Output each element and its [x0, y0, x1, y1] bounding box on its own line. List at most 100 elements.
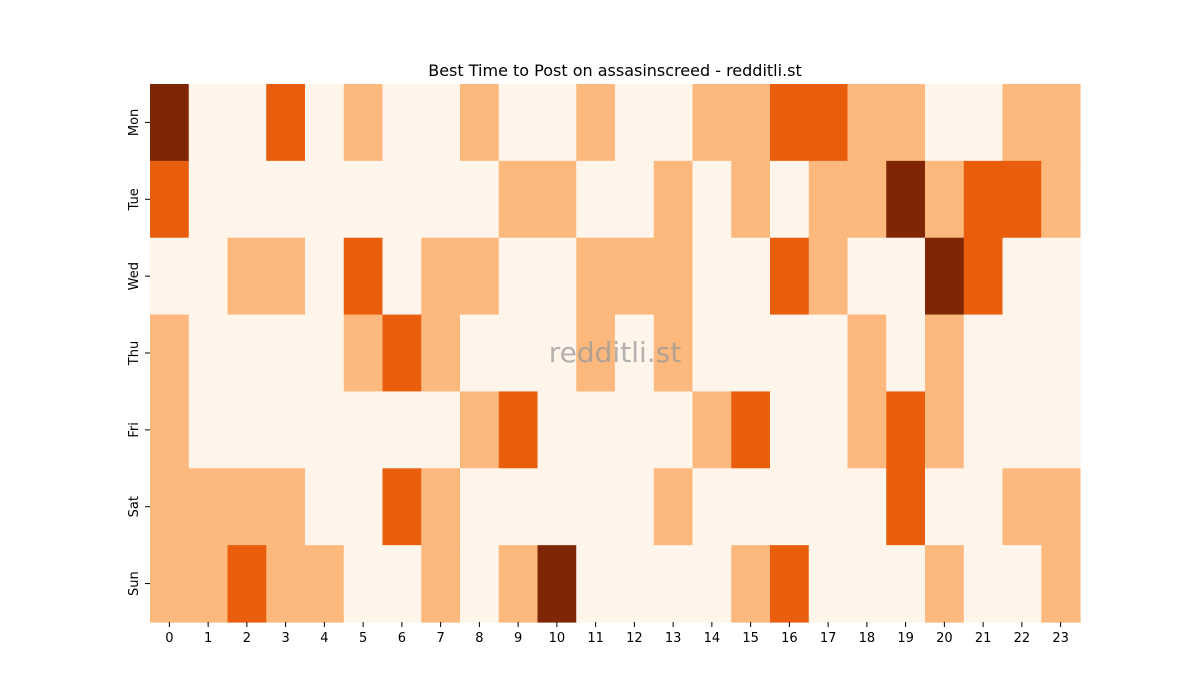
heatmap-cell-tue-19 [886, 160, 926, 239]
heatmap-cell-fri-5 [343, 391, 384, 469]
heatmap-cell-wed-2 [227, 237, 267, 316]
heatmap-cell-tue-17 [808, 160, 849, 239]
heatmap-cell-sun-13 [653, 545, 694, 623]
heatmap-cell-fri-8 [460, 391, 500, 469]
heatmap-cell-sun-6 [382, 545, 422, 623]
heatmap-cell-sun-8 [460, 545, 500, 623]
heatmap-cell-mon-6 [382, 84, 422, 162]
heatmap-cell-fri-12 [615, 391, 655, 469]
x-tick-label: 0 [165, 631, 173, 646]
x-tick-label: 18 [859, 631, 876, 646]
heatmap-cell-thu-11 [576, 314, 616, 393]
x-tick-label: 17 [820, 631, 837, 646]
heatmap-cell-wed-21 [963, 237, 1004, 316]
heatmap-cell-fri-13 [653, 391, 694, 469]
heatmap-cell-tue-8 [460, 160, 500, 239]
x-tick-label: 15 [742, 631, 759, 646]
heatmap-cell-sun-23 [1041, 545, 1081, 623]
x-tick-label: 2 [243, 631, 251, 646]
heatmap-cell-fri-0 [150, 391, 190, 469]
heatmap-cell-mon-0 [150, 84, 190, 162]
heatmap-cell-fri-19 [886, 391, 926, 469]
heatmap-cell-thu-16 [770, 314, 810, 393]
heatmap-cell-tue-15 [731, 160, 771, 239]
heatmap-cell-mon-20 [925, 84, 965, 162]
heatmap-cell-fri-3 [266, 391, 306, 469]
heatmap-cell-fri-22 [1002, 391, 1042, 469]
heatmap-cell-tue-22 [1002, 160, 1042, 239]
heatmap-cell-thu-15 [731, 314, 771, 393]
heatmap-cell-sat-4 [305, 468, 345, 546]
heatmap-cell-tue-4 [305, 160, 345, 239]
heatmap-cell-sun-7 [421, 545, 461, 623]
heatmap-cell-mon-12 [615, 84, 655, 162]
heatmap-cell-sat-20 [925, 468, 965, 546]
heatmap-cell-wed-14 [692, 237, 732, 316]
heatmap-cell-mon-4 [305, 84, 345, 162]
heatmap-cell-sun-10 [537, 545, 577, 623]
heatmap-cell-mon-15 [731, 84, 771, 162]
heatmap-cell-thu-8 [460, 314, 500, 393]
heatmap-cell-sun-0 [150, 545, 190, 623]
heatmap-cell-sat-1 [188, 468, 229, 546]
heatmap-cell-fri-16 [770, 391, 810, 469]
heatmap-cell-wed-4 [305, 237, 345, 316]
x-tick-label: 19 [897, 631, 914, 646]
heatmap-cell-wed-5 [343, 237, 384, 316]
heatmap-cell-sun-22 [1002, 545, 1042, 623]
heatmap-cell-tue-12 [615, 160, 655, 239]
heatmap-cell-sat-19 [886, 468, 926, 546]
x-tick-label: 5 [359, 631, 367, 646]
heatmap-cell-thu-5 [343, 314, 384, 393]
heatmap-cell-thu-9 [498, 314, 539, 393]
x-tick-label: 3 [281, 631, 289, 646]
heatmap-cell-fri-9 [498, 391, 539, 469]
x-tick-label: 6 [398, 631, 406, 646]
heatmap-cell-fri-2 [227, 391, 267, 469]
x-tick-label: 23 [1052, 631, 1069, 646]
heatmap-cell-sat-2 [227, 468, 267, 546]
heatmap-cell-sun-9 [498, 545, 539, 623]
y-tick-label: Fri [127, 422, 142, 438]
heatmap-cell-wed-6 [382, 237, 422, 316]
y-tick-label: Sun [127, 571, 142, 596]
heatmap-cell-tue-21 [963, 160, 1004, 239]
heatmap-cell-thu-6 [382, 314, 422, 393]
heatmap-cell-fri-17 [808, 391, 849, 469]
heatmap-cell-sun-15 [731, 545, 771, 623]
heatmap-cell-fri-23 [1041, 391, 1081, 469]
heatmap-cells [150, 84, 1081, 623]
heatmap-cell-tue-3 [266, 160, 306, 239]
heatmap-cell-thu-3 [266, 314, 306, 393]
heatmap-cell-thu-7 [421, 314, 461, 393]
x-tick-label: 11 [587, 631, 604, 646]
heatmap-cell-sun-16 [770, 545, 810, 623]
heatmap-cell-sat-17 [808, 468, 849, 546]
heatmap-cell-sun-14 [692, 545, 732, 623]
heatmap-cell-sat-7 [421, 468, 461, 546]
heatmap-cell-thu-10 [537, 314, 577, 393]
y-tick-label: Mon [127, 109, 142, 136]
heatmap-cell-sat-3 [266, 468, 306, 546]
heatmap-cell-wed-18 [847, 237, 887, 316]
x-tick-label: 22 [1014, 631, 1031, 646]
heatmap-cell-mon-8 [460, 84, 500, 162]
heatmap-cell-sun-21 [963, 545, 1004, 623]
x-tick-label: 20 [936, 631, 953, 646]
heatmap-cell-sat-9 [498, 468, 539, 546]
x-tick-label: 9 [514, 631, 522, 646]
heatmap-cell-fri-7 [421, 391, 461, 469]
heatmap-cell-wed-11 [576, 237, 616, 316]
x-tick-label: 4 [320, 631, 328, 646]
heatmap-cell-sun-11 [576, 545, 616, 623]
heatmap-cell-sun-19 [886, 545, 926, 623]
x-tick-label: 16 [781, 631, 798, 646]
heatmap-cell-wed-9 [498, 237, 539, 316]
heatmap-cell-mon-1 [188, 84, 229, 162]
heatmap-cell-fri-1 [188, 391, 229, 469]
heatmap-cell-thu-12 [615, 314, 655, 393]
heatmap-cell-sun-17 [808, 545, 849, 623]
heatmap-cell-sat-8 [460, 468, 500, 546]
heatmap-cell-tue-14 [692, 160, 732, 239]
heatmap-cell-fri-6 [382, 391, 422, 469]
